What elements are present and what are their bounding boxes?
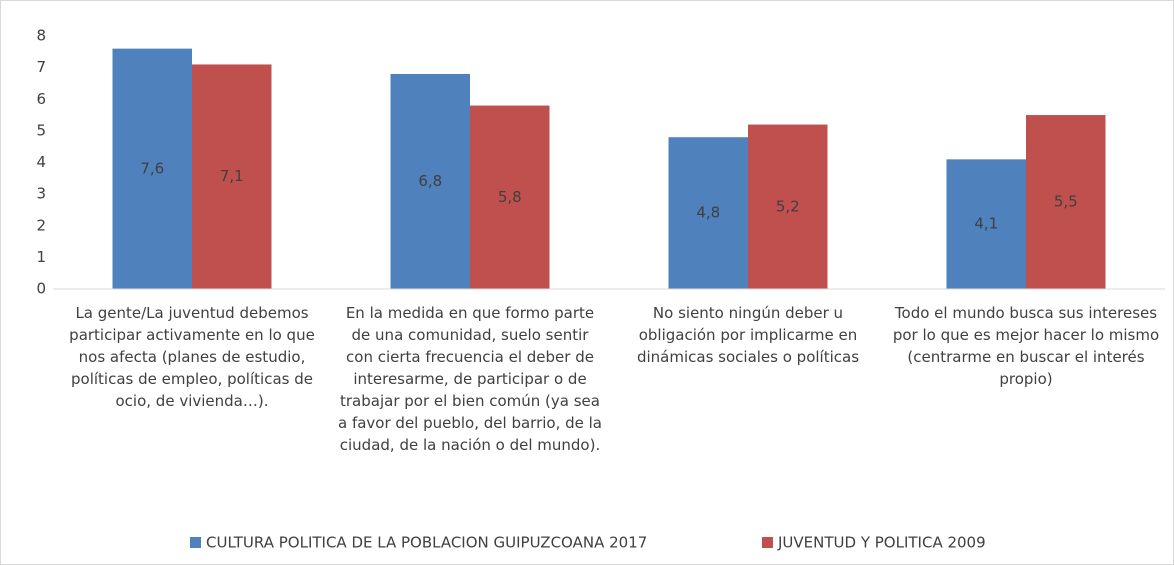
x-tick-label: La gente/La juventud debemos participar … xyxy=(69,304,315,410)
bar xyxy=(112,48,192,290)
data-label: 6,8 xyxy=(418,172,442,190)
data-label: 4,1 xyxy=(974,215,998,233)
bar xyxy=(192,64,272,290)
data-label: 7,6 xyxy=(140,159,164,177)
bar xyxy=(470,105,550,289)
legend-label: JUVENTUD Y POLITICA 2009 xyxy=(777,534,986,552)
data-label: 5,5 xyxy=(1054,193,1078,211)
legend-swatch xyxy=(190,537,201,548)
y-tick-label: 6 xyxy=(36,90,46,108)
bar xyxy=(390,73,470,289)
y-tick-label: 8 xyxy=(36,27,46,45)
bar xyxy=(748,124,828,289)
legend-label: CULTURA POLITICA DE LA POBLACION GUIPUZC… xyxy=(206,534,647,552)
x-tick-label: No siento ningún deber u obligación por … xyxy=(636,304,860,366)
y-tick-label: 4 xyxy=(36,153,46,171)
y-tick-label: 7 xyxy=(36,58,46,76)
bar xyxy=(1026,115,1106,289)
legend-swatch xyxy=(762,537,773,548)
data-label: 4,8 xyxy=(696,204,720,222)
x-tick-label: En la medida en que formo parte de una c… xyxy=(338,304,602,454)
bar xyxy=(668,137,748,289)
data-label: 5,2 xyxy=(776,197,800,215)
y-tick-label: 1 xyxy=(36,248,46,266)
y-tick-label: 5 xyxy=(36,121,46,139)
y-tick-label: 0 xyxy=(36,280,46,298)
y-tick-label: 2 xyxy=(36,216,46,234)
bar xyxy=(946,159,1026,289)
x-tick-label: Todo el mundo busca sus intereses por lo… xyxy=(892,304,1160,388)
data-label: 5,8 xyxy=(498,188,522,206)
data-label: 7,1 xyxy=(220,167,244,185)
y-tick-label: 3 xyxy=(36,185,46,203)
